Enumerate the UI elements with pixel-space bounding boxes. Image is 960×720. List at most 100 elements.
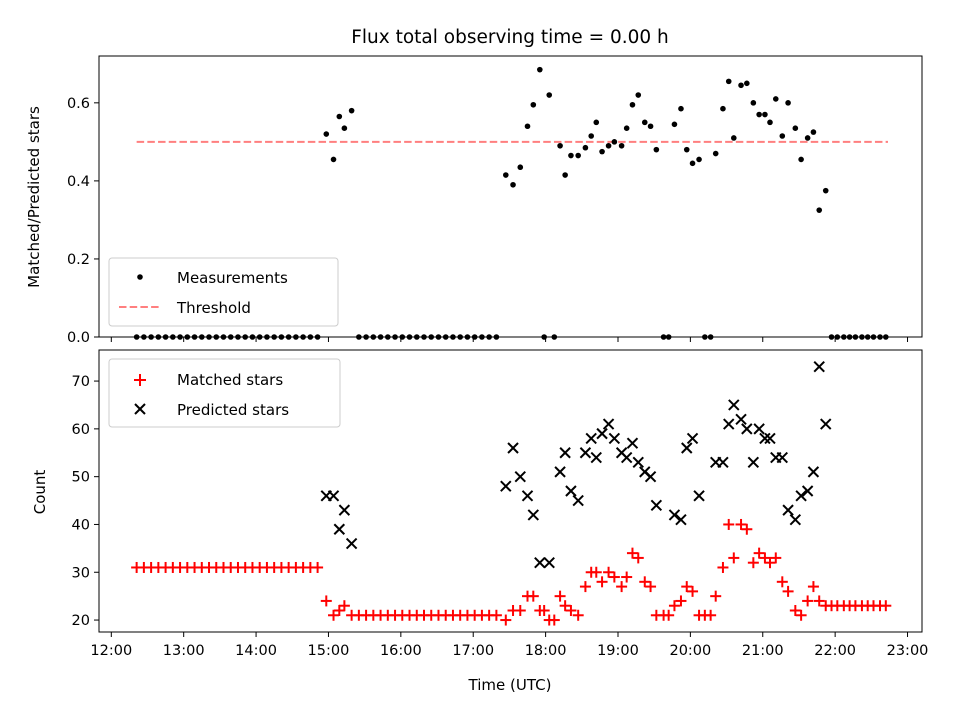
bottom-y-tick-label: 50	[72, 470, 90, 486]
measurement-point	[785, 100, 791, 106]
matched-star-point	[782, 585, 794, 597]
matched-star-point	[776, 576, 788, 588]
measurement-point	[348, 107, 355, 114]
measurement-point	[683, 146, 690, 153]
matched-star-point	[807, 581, 819, 593]
predicted-star-point	[741, 423, 753, 435]
top-y-tick-label: 0.0	[67, 330, 90, 346]
matched-star-point	[603, 566, 615, 578]
bottom-y-tick-label: 40	[72, 517, 90, 533]
matched-star-point	[813, 595, 825, 607]
x-tick-label: 21:00	[742, 643, 784, 659]
top-y-tick-label: 0.2	[67, 252, 90, 268]
matched-star-point	[572, 609, 584, 621]
bottom-plot-area: 12:00 13:00 14:00 15:00 16:00 17:00 18:00 19:00…	[72, 349, 928, 659]
measurement-point	[731, 135, 737, 141]
matched-star-point	[753, 547, 765, 559]
predicted-star-point	[728, 399, 740, 411]
measurement-point	[750, 100, 757, 106]
predicted-star-point	[534, 556, 546, 569]
matched-star-point	[717, 561, 729, 573]
measurement-point	[562, 172, 568, 178]
predicted-star-point	[632, 456, 644, 469]
predicted-star-point	[675, 513, 687, 526]
measurement-point	[653, 146, 660, 153]
measurement-point	[336, 113, 343, 120]
measurement-point	[530, 101, 537, 108]
matched-star-point	[880, 600, 892, 612]
predicted-star-point	[753, 423, 765, 435]
predicted-star-point	[572, 494, 584, 507]
matched-star-point	[554, 590, 566, 602]
measurement-point	[804, 135, 811, 141]
matched-star-point	[608, 571, 620, 583]
matched-star-point	[565, 604, 577, 616]
bottom-y-tick-label: 60	[72, 422, 90, 438]
matched-star-point	[559, 600, 571, 612]
x-tick-label: 22:00	[814, 643, 856, 659]
bottom-y-axis-label: Count	[31, 470, 49, 515]
measurement-point	[629, 101, 636, 108]
bottom-axes-frame	[98, 349, 923, 633]
predicted-star-point	[602, 418, 615, 430]
measurement-point	[762, 111, 768, 118]
matched-star-point	[675, 595, 687, 607]
matched-star-point	[802, 595, 814, 607]
measurement-point	[599, 148, 605, 155]
matched-star-point	[795, 609, 807, 621]
top-legend: Measurements Threshold	[108, 257, 339, 327]
predicted-star-point	[514, 470, 526, 483]
measurement-point	[689, 160, 696, 167]
predicted-star-point	[500, 480, 512, 492]
measurement-point	[756, 111, 762, 118]
x-tick-label: 14:00	[235, 643, 277, 659]
measurement-point	[611, 139, 618, 145]
matched-star-point	[764, 557, 776, 569]
predicted-star-point	[776, 451, 789, 464]
measurement-point	[744, 80, 750, 87]
predicted-star-point	[327, 490, 340, 502]
measurement-point	[696, 156, 702, 163]
matched-star-point	[789, 604, 801, 616]
predicted-star-point	[759, 432, 771, 445]
measurement-point	[605, 142, 612, 149]
measurement-point	[517, 164, 524, 171]
legend-marker-measurements	[137, 274, 143, 280]
matched-star-point	[514, 604, 526, 616]
measurement-point	[537, 66, 543, 73]
measurement-point	[557, 142, 563, 149]
measurement-point	[582, 144, 589, 151]
measurement-point	[575, 152, 581, 159]
legend-label-measurements: Measurements	[177, 269, 288, 287]
predicted-star-point	[681, 442, 693, 454]
matched-star-point	[747, 557, 759, 569]
measurement-point	[738, 82, 744, 89]
matched-star-point	[621, 571, 633, 583]
predicted-star-point	[789, 513, 802, 526]
chart-title: Flux total observing time = 0.00 h	[351, 27, 669, 48]
predicted-star-point	[795, 490, 807, 502]
top-y-tick-label: 0.6	[67, 96, 90, 112]
matched-star-point	[723, 518, 735, 530]
predicted-star-point	[813, 361, 825, 373]
measurement-point	[502, 172, 509, 178]
matched-star-point	[710, 590, 722, 602]
top-plot-area: 0.0 0.2 0.4 0.6	[67, 55, 923, 346]
matched-star-point	[705, 609, 717, 621]
legend-label-matched: Matched stars	[177, 371, 283, 389]
predicted-star-point	[723, 418, 735, 430]
matched-star-point	[616, 581, 628, 593]
measurement-point	[810, 129, 817, 135]
predicted-star-point	[345, 537, 358, 550]
predicted-star-point	[527, 509, 540, 521]
matched-star-point	[741, 523, 753, 535]
predicted-star-point	[559, 447, 571, 459]
legend-marker-predicted	[134, 403, 146, 415]
legend-label-predicted: Predicted stars	[177, 401, 289, 419]
measurement-point	[772, 96, 779, 102]
measurement-point	[725, 78, 732, 85]
matched-star-point	[728, 552, 740, 564]
predicted-star-point	[801, 485, 814, 497]
matched-star-point	[548, 614, 560, 626]
